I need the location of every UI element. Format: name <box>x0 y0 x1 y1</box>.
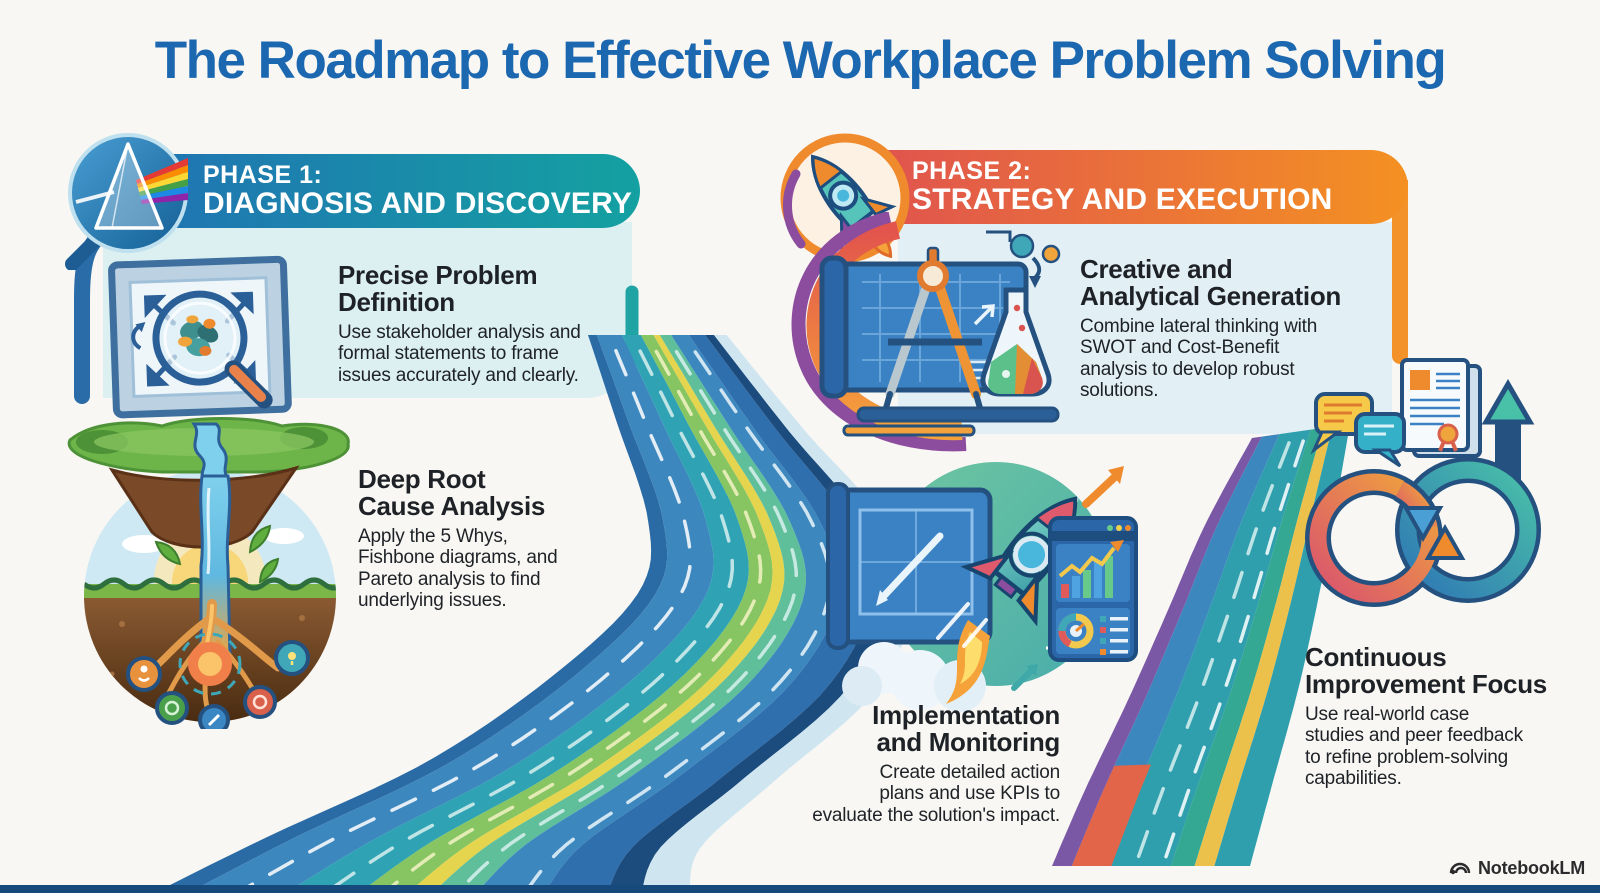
step-body: Use stakeholder analysis and formal stat… <box>338 321 581 386</box>
step-body: Use real-world case studies and peer fee… <box>1305 703 1523 789</box>
road-stripe <box>432 335 806 893</box>
step-body: Create detailed action plans and use KPI… <box>812 761 1060 826</box>
phase1-banner: PHASE 1: DIAGNOSIS AND DISCOVERY <box>103 154 640 228</box>
problem-frame-rootcause-icon <box>67 255 350 729</box>
road-lane-dash <box>1136 441 1291 859</box>
road-stripe <box>476 335 840 893</box>
notebooklm-logo-icon <box>1449 862 1471 875</box>
phase2-name: STRATEGY AND EXECUTION <box>912 183 1333 217</box>
phase2-panel-orange-edge <box>1392 180 1408 364</box>
step-deep-root-cause-analysis: Deep Root Cause Analysis Apply the 5 Why… <box>358 464 640 611</box>
road-stripe <box>154 335 668 893</box>
step-heading: Creative and Analytical Generation <box>1080 254 1342 312</box>
road-stripe <box>1052 436 1262 866</box>
road-stripe <box>286 335 749 893</box>
step-heading: Deep Root Cause Analysis <box>358 464 546 522</box>
road-stripe <box>1071 764 1151 866</box>
phase2-label: PHASE 2: <box>912 157 1032 185</box>
root-cause-badges <box>126 640 310 729</box>
road-stripe <box>641 335 913 893</box>
watermark: NotebookLM <box>1448 856 1585 880</box>
road-stripe <box>1071 434 1280 866</box>
step-continuous-improvement-focus: Continuous Improvement Focus Use real-wo… <box>1305 642 1597 789</box>
road-stripe <box>544 335 872 893</box>
phase1-name: DIAGNOSIS AND DISCOVERY <box>203 187 633 221</box>
step-body: Combine lateral thinking with SWOT and C… <box>1080 315 1318 401</box>
watermark-label: NotebookLM <box>1478 857 1585 878</box>
road-lane-dash <box>525 350 832 893</box>
blueprint-compass-flask-icon <box>791 212 1061 452</box>
chat-bubbles-icon <box>1310 392 1406 468</box>
step-creative-analytical-generation: Creative and Analytical Generation Combi… <box>1080 254 1380 401</box>
road-stripe <box>1194 426 1333 866</box>
road-stripe <box>1170 427 1323 866</box>
road-lane-dash <box>457 349 799 892</box>
road-lane-dash <box>328 349 735 892</box>
step-heading: Implementation and Monitoring <box>872 700 1060 758</box>
rocket-launch-dashboard-icon <box>826 462 1138 712</box>
problem-frame <box>108 255 292 419</box>
certificate-document-icon <box>1400 358 1482 458</box>
road-stripe <box>1107 429 1311 866</box>
road-stripe <box>607 335 889 893</box>
phase2-banner: PHASE 2: STRATEGY AND EXECUTION <box>880 150 1408 224</box>
road-lane-dash <box>241 348 693 892</box>
prism-magnifier-icon <box>65 133 188 270</box>
road-lane-dash <box>385 349 763 892</box>
step-precise-problem-definition: Precise Problem Definition Use stakehold… <box>338 260 630 386</box>
step-heading: Precise Problem Definition <box>338 260 538 318</box>
improvement-loop-icon <box>1305 379 1541 607</box>
road-lane-dash <box>1164 439 1305 859</box>
step-heading: Continuous Improvement Focus <box>1305 642 1547 700</box>
step-implementation-monitoring: Implementation and Monitoring Create det… <box>755 700 1060 826</box>
road-stripe <box>359 335 773 893</box>
step-body: Apply the 5 Whys, Fishbone diagrams, and… <box>358 525 558 611</box>
bottom-strip <box>0 885 1600 893</box>
continuous-improvement-cluster <box>1305 358 1541 607</box>
page-title: The Roadmap to Effective Workplace Probl… <box>154 31 1447 90</box>
phase1-label: PHASE 1: <box>203 161 323 189</box>
